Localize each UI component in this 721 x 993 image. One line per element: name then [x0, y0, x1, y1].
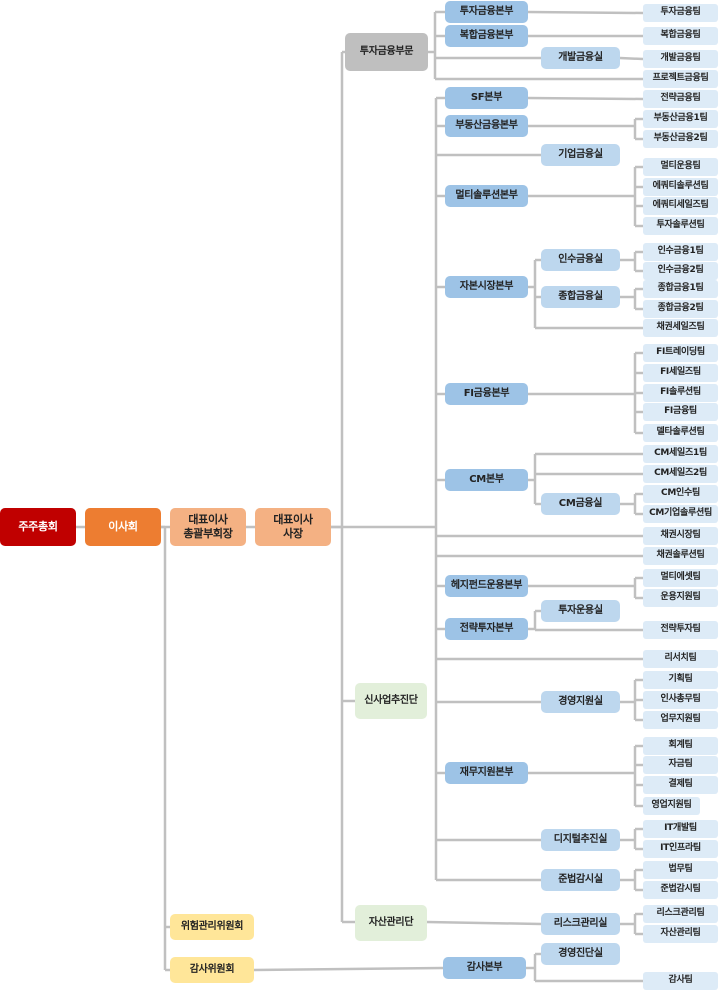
team-node: FI세일즈팀: [643, 364, 718, 382]
office-node: 경영진단실: [541, 943, 620, 965]
headquarters-node: 헤지펀드운용본부: [445, 575, 528, 597]
office-node: 개발금융실: [541, 47, 620, 69]
team-node: 회계팀: [643, 737, 718, 755]
connector-line: [527, 96, 644, 101]
headquarters-node: SF본부: [445, 87, 528, 109]
team-node: IT인프라팀: [643, 840, 718, 858]
team-node: FI금융팀: [643, 403, 718, 421]
team-node: 준법감시팀: [643, 881, 718, 899]
team-node: 개발금융팀: [643, 50, 718, 68]
headquarters-node: 감사본부: [443, 957, 526, 979]
headquarters-node: 투자금융본부: [445, 1, 528, 23]
team-node: 기획팀: [643, 671, 718, 689]
office-node: 디지털추진실: [541, 829, 620, 851]
office-node: 리스크관리실: [541, 913, 620, 935]
office-node: 경영지원실: [541, 691, 620, 713]
team-node: 감사팀: [643, 972, 718, 990]
team-node: 채권시장팀: [643, 527, 718, 545]
team-node: 프로젝트금융팀: [643, 70, 718, 88]
group-node: 자산관리단: [355, 905, 427, 941]
team-node: 델타솔루션팀: [643, 424, 718, 442]
team-node: 전략투자팀: [643, 621, 718, 639]
team-node: 영업지원팀: [643, 797, 700, 815]
office-node: 준법감시실: [541, 869, 620, 891]
committee-node: 감사위원회: [170, 957, 254, 983]
team-node: CM세일즈2팀: [643, 465, 718, 483]
team-node: CM기업솔루션팀: [643, 505, 718, 523]
office-node: 투자운용실: [541, 600, 620, 622]
top-node: 대표이사 총괄부회장: [170, 508, 246, 546]
team-node: 전략금융팀: [643, 90, 718, 108]
office-node: 인수금융실: [541, 249, 620, 271]
team-node: 인수금융2팀: [643, 262, 718, 280]
headquarters-node: 멀티솔루션본부: [445, 185, 528, 207]
team-node: CM인수팀: [643, 485, 718, 503]
committee-node: 위험관리위원회: [170, 914, 254, 940]
team-node: 에쿼티솔루션팀: [643, 178, 718, 196]
team-node: 투자금융팀: [643, 4, 718, 22]
headquarters-node: 부동산금융본부: [445, 115, 528, 137]
top-node: 이사회: [85, 508, 161, 546]
team-node: 종합금융1팀: [643, 280, 718, 298]
team-node: 리서치팀: [643, 650, 718, 668]
team-node: 법무팀: [643, 861, 718, 879]
team-node: 업무지원팀: [643, 711, 718, 729]
team-node: 에쿼티세일즈팀: [643, 197, 718, 215]
group-node: 신사업추진단: [355, 683, 427, 719]
top-node: 주주총회: [0, 508, 76, 546]
headquarters-node: 전략투자본부: [445, 618, 528, 640]
connector-line: [253, 966, 444, 972]
headquarters-node: CM본부: [445, 469, 528, 491]
headquarters-node: 자본시장본부: [445, 276, 528, 298]
team-node: 채권솔루션팀: [643, 547, 718, 565]
team-node: 복합금융팀: [643, 27, 718, 45]
team-node: 종합금융2팀: [643, 300, 718, 318]
team-node: 인사총무팀: [643, 691, 718, 709]
headquarters-node: 재무지원본부: [445, 762, 528, 784]
team-node: FI솔루션팀: [643, 384, 718, 402]
team-node: 멀티에셋팀: [643, 569, 718, 587]
team-node: 채권세일즈팀: [643, 319, 718, 337]
office-node: CM금융실: [541, 493, 620, 515]
team-node: 운용지원팀: [643, 589, 718, 607]
team-node: 자금팀: [643, 756, 718, 774]
top-node: 대표이사 사장: [255, 508, 331, 546]
team-node: 부동산금융1팀: [643, 110, 718, 128]
group-node: 투자금융부문: [345, 33, 428, 71]
headquarters-node: 복합금융본부: [445, 25, 528, 47]
team-node: 자산관리팀: [643, 925, 718, 943]
connector-line: [426, 920, 542, 926]
team-node: 결제팀: [643, 776, 718, 794]
team-node: IT개발팀: [643, 820, 718, 838]
team-node: 부동산금융2팀: [643, 130, 718, 148]
headquarters-node: FI금융본부: [445, 383, 528, 405]
team-node: CM세일즈1팀: [643, 445, 718, 463]
office-node: 기업금융실: [541, 144, 620, 166]
team-node: FI트레이딩팀: [643, 344, 718, 362]
connector-line: [619, 56, 644, 61]
team-node: 투자솔루션팀: [643, 217, 718, 235]
team-node: 멀티운용팀: [643, 158, 718, 176]
office-node: 종합금융실: [541, 286, 620, 308]
team-node: 리스크관리팀: [643, 905, 718, 923]
team-node: 인수금융1팀: [643, 243, 718, 261]
connector-line: [527, 10, 644, 15]
